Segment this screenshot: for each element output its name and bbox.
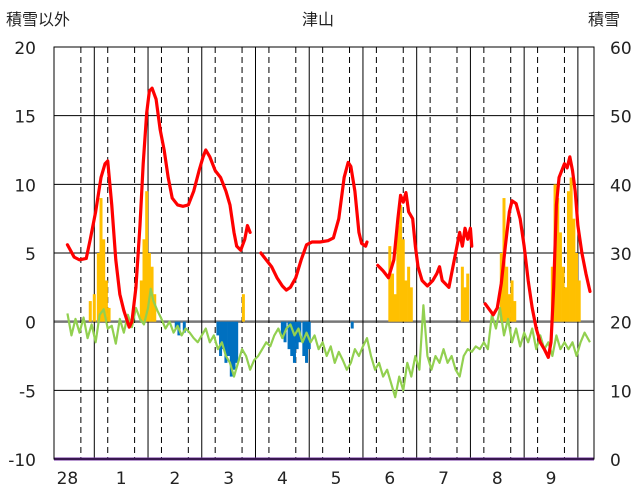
- temperature-line-segment: [259, 160, 369, 292]
- precip-bar: [466, 273, 470, 322]
- precip-bar: [107, 307, 111, 322]
- precip-bar: [401, 239, 405, 322]
- precip-bar-negative: [219, 321, 223, 356]
- right-tick-label: 50: [610, 108, 632, 128]
- precip-bar-negative: [221, 321, 225, 350]
- series-lines: [54, 86, 594, 461]
- day-label: 8: [492, 469, 503, 489]
- day-label: 9: [546, 469, 557, 489]
- left-tick-label: 20: [14, 39, 36, 59]
- precip-bar-negative: [232, 321, 236, 370]
- day-label: 1: [116, 469, 127, 489]
- day-label: 3: [223, 469, 234, 489]
- precip-bar: [139, 280, 143, 322]
- precip-bar: [505, 266, 509, 322]
- precip-bar-negative: [227, 321, 231, 356]
- precip-bar-negative: [305, 321, 309, 363]
- plot-frame: [53, 46, 595, 460]
- left-tick-label: -5: [19, 382, 36, 402]
- precip-bar: [388, 246, 392, 322]
- right-tick-label: 40: [610, 176, 632, 196]
- grid: [54, 47, 594, 459]
- precip-bar: [153, 294, 157, 322]
- right-tick-label: 10: [610, 382, 632, 402]
- axes: -10 -5 0 5 10 15 20 0 10 20 30 40 50 60 28 1 2 3 4 5 6 7 8 9: [8, 39, 631, 489]
- precip-bar-negative: [290, 321, 294, 356]
- precip-bar-negative: [216, 321, 220, 336]
- precip-bar: [564, 287, 568, 322]
- precip-bar-negative: [229, 321, 233, 377]
- precip-bar-negative: [280, 321, 284, 336]
- temperature-line-segment: [65, 86, 252, 329]
- day-label: 2: [169, 469, 180, 489]
- precip-bar: [507, 294, 511, 322]
- precip-bar: [147, 253, 151, 322]
- right-tick-label: 0: [610, 451, 621, 471]
- precip-bar: [561, 266, 565, 322]
- left-tick-label: 15: [14, 108, 36, 128]
- precip-bar: [572, 218, 576, 322]
- precip-bar: [99, 198, 103, 322]
- left-tick-label: -10: [8, 451, 36, 471]
- right-tick-label: 20: [610, 314, 632, 334]
- right-axis-label: 積雪: [588, 10, 620, 29]
- precip-bar: [102, 239, 106, 322]
- precip-bar: [569, 177, 573, 322]
- precip-bar-negative: [224, 321, 228, 363]
- precip-bar: [566, 191, 570, 322]
- precip-bar: [510, 280, 514, 322]
- precip-bar-negative: [235, 321, 239, 363]
- left-axis-label: 積雪以外: [6, 10, 70, 29]
- right-tick-label: 30: [610, 245, 632, 265]
- day-label: 7: [438, 469, 449, 489]
- precip-bar: [92, 294, 96, 322]
- left-tick-label: 5: [25, 245, 36, 265]
- precip-bar: [142, 239, 146, 322]
- left-tick-label: 10: [14, 176, 36, 196]
- precip-bar-negative: [307, 321, 311, 350]
- precip-bar: [409, 287, 413, 322]
- precip-bar-negative: [174, 321, 178, 329]
- temperature-line-segment: [483, 155, 592, 359]
- precip-bar: [391, 273, 395, 322]
- day-label: 6: [384, 469, 395, 489]
- precip-bar-negative: [287, 321, 291, 350]
- precip-bar: [577, 280, 581, 322]
- left-tick-label: 0: [25, 314, 36, 334]
- precip-bar-negative: [292, 321, 296, 363]
- precip-bar: [393, 294, 397, 322]
- day-label: 28: [57, 469, 79, 489]
- right-tick-label: 60: [610, 39, 632, 59]
- precip-bar: [241, 294, 245, 322]
- precip-bar: [463, 287, 467, 322]
- precip-bar: [556, 198, 560, 322]
- precip-bar-negative: [295, 321, 299, 350]
- precip-bars: [88, 177, 581, 377]
- precip-bar: [558, 232, 562, 322]
- precip-bar-negative: [350, 321, 354, 329]
- precip-bar: [145, 191, 149, 322]
- green-series-line: [66, 287, 591, 399]
- precip-bar: [396, 225, 400, 322]
- precip-bar: [88, 301, 92, 322]
- precip-bar: [399, 204, 403, 322]
- day-label: 4: [277, 469, 288, 489]
- chart-title: 津山: [302, 10, 334, 29]
- precip-bar: [96, 253, 100, 322]
- precip-bar: [104, 280, 108, 322]
- precip-bar: [407, 266, 411, 322]
- precip-bar-negative: [182, 321, 186, 333]
- precip-bar: [575, 253, 579, 322]
- precip-bar: [460, 266, 464, 322]
- precip-bar: [513, 301, 517, 322]
- temperature-line-segment: [376, 190, 474, 289]
- precip-bar: [404, 280, 408, 322]
- day-label: 5: [331, 469, 342, 489]
